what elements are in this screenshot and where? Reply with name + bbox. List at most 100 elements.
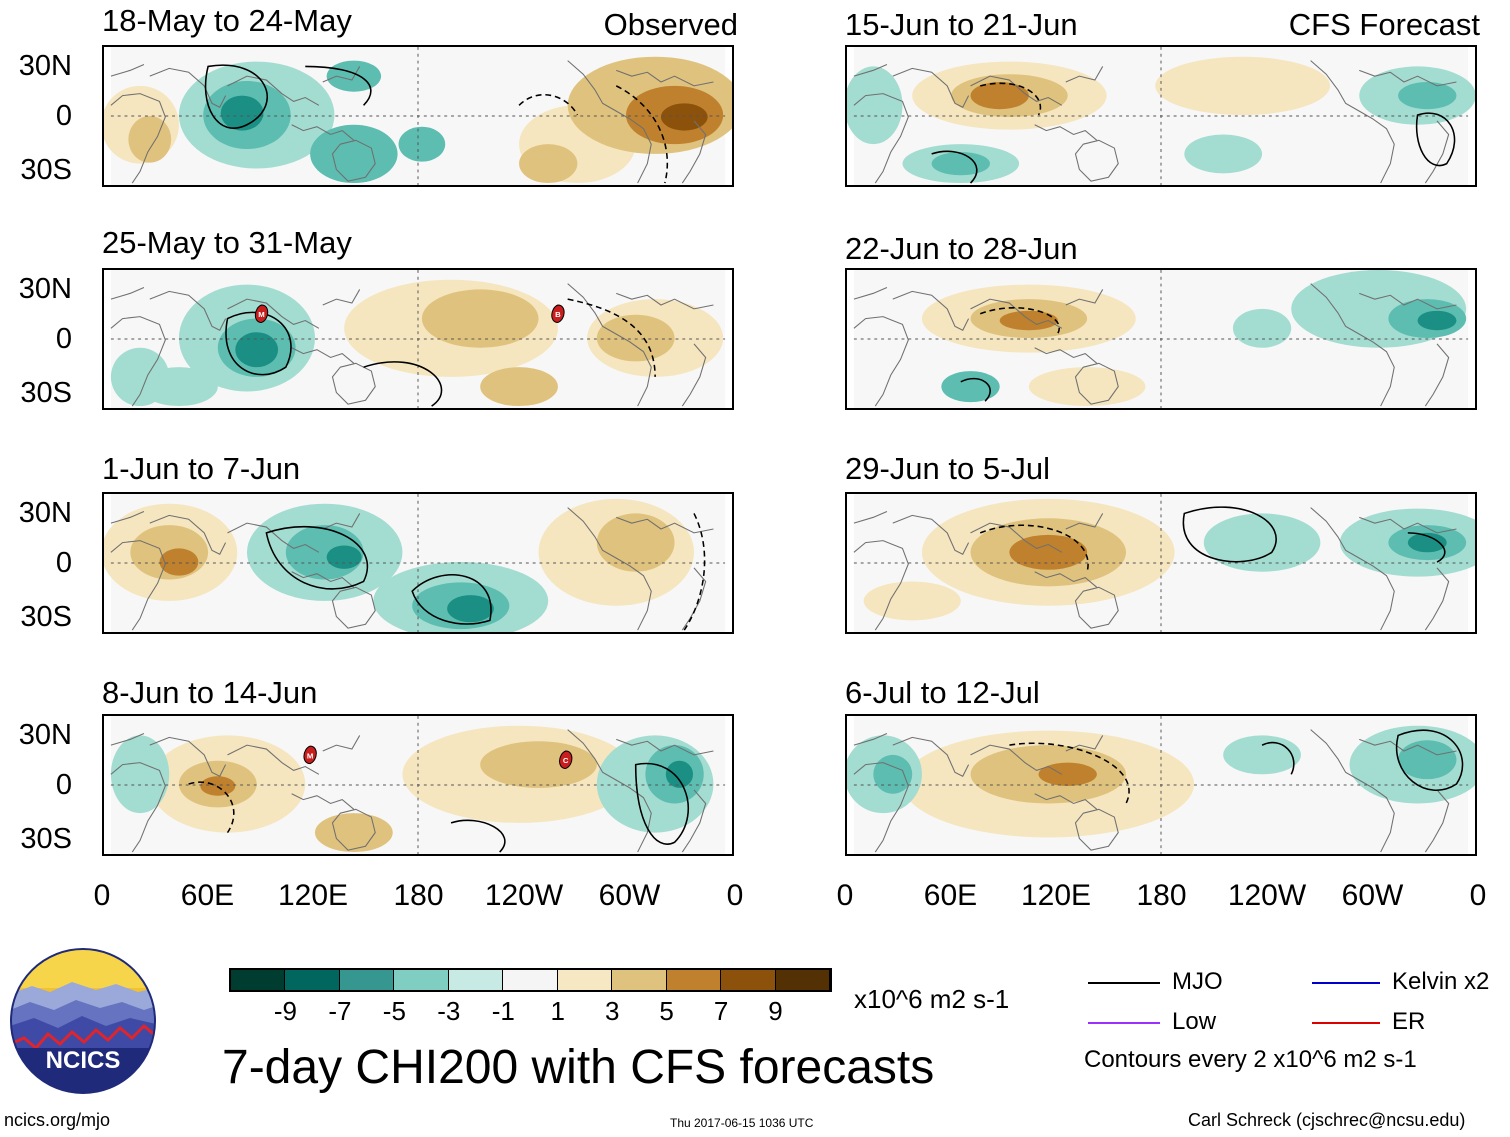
- svg-text:C: C: [563, 756, 569, 765]
- coastline: [853, 733, 888, 746]
- anomaly-shading: [1407, 532, 1447, 553]
- colorbar-tick-label: -7: [328, 996, 352, 1026]
- coastline: [110, 64, 145, 77]
- coastline: [110, 287, 145, 300]
- anomaly-shading: [847, 66, 903, 145]
- er-legend-line: [1312, 1022, 1380, 1024]
- map-obs-3: [102, 492, 734, 634]
- anomaly-shading: [220, 95, 264, 131]
- coastline: [1359, 69, 1457, 87]
- anomaly-shading: [421, 289, 539, 348]
- colorbar-tick-label: -9: [273, 996, 298, 1026]
- lon-label: 60W: [598, 879, 661, 912]
- mjo-contour-dashed: [979, 307, 1060, 334]
- coastline: [1424, 343, 1450, 407]
- coastline: [110, 733, 145, 746]
- coastline-layer: [853, 507, 1457, 631]
- coastline: [1065, 289, 1104, 306]
- mjo-contour: [634, 762, 690, 845]
- mjo-contour: [1415, 112, 1456, 167]
- coastline: [567, 729, 652, 853]
- mjo-contour: [265, 525, 369, 590]
- coastline: [1074, 586, 1119, 629]
- coastline: [970, 75, 1063, 106]
- anomaly-shading: [873, 754, 913, 794]
- coastline: [1034, 571, 1098, 588]
- mjo-contour-dashed: [615, 85, 669, 184]
- panel-title-fc-3: 29-Jun to 5-Jul: [845, 451, 1051, 486]
- anomaly-shading: [660, 103, 708, 131]
- anomaly-shading: [235, 332, 279, 368]
- map-fc-2: [845, 268, 1477, 410]
- coastline: [616, 516, 714, 534]
- lon-label: 0: [836, 879, 854, 912]
- anomaly-shading: [1038, 762, 1097, 786]
- contour-layer: [1009, 729, 1464, 804]
- coastline: [1065, 66, 1104, 83]
- lon-label: 180: [1136, 879, 1187, 912]
- coastline: [110, 316, 166, 407]
- anomaly-shading: [128, 116, 172, 163]
- mjo-contour-dashed: [188, 781, 235, 834]
- coastline: [149, 67, 227, 108]
- lat-label: 0: [55, 547, 72, 579]
- contours-note: Contours every 2 x10^6 m2 s-1: [1084, 1046, 1417, 1073]
- colorbar-tick-label: -3: [437, 996, 461, 1026]
- mjo-contour: [1407, 532, 1446, 563]
- map-fc-3: [845, 492, 1477, 634]
- colorbar-tick-label: 9: [768, 996, 783, 1026]
- panel-title-obs-3: 1-Jun to 7-Jun: [102, 451, 301, 486]
- coastline: [227, 75, 320, 106]
- anomaly-shading: [159, 548, 199, 576]
- mjo-legend-line: [1088, 982, 1160, 984]
- colorbar-segment: [339, 970, 395, 990]
- coastline: [331, 586, 376, 629]
- lat-label: 0: [55, 323, 72, 355]
- mjo-contour: [363, 361, 443, 407]
- svg-text:M: M: [307, 751, 313, 760]
- storm-marker-M: M: [303, 745, 317, 765]
- contour-layer: [960, 307, 1060, 402]
- colorbar-tick-label: 7: [713, 996, 729, 1026]
- storm-marker-M: M: [254, 304, 269, 323]
- colorbar-units: x10^6 m2 s-1: [854, 984, 1010, 1014]
- anomaly-shading: [1155, 56, 1331, 116]
- shading-layer: [847, 725, 1475, 838]
- anomaly-shading: [480, 741, 597, 788]
- coastline: [616, 738, 714, 756]
- panel-title-obs-2: 25-May to 31-May: [102, 225, 352, 260]
- anomaly-shading: [941, 371, 1000, 403]
- coastline: [1074, 808, 1119, 851]
- coastline: [331, 808, 376, 851]
- coastline: [970, 522, 1063, 553]
- coastline: [681, 789, 707, 853]
- lon-label: 120E: [1020, 879, 1092, 912]
- coastline: [291, 571, 355, 588]
- anomaly-shading: [519, 144, 578, 184]
- mjo-contour: [931, 150, 978, 184]
- lon-label: 180: [393, 879, 444, 912]
- coastline: [291, 793, 355, 810]
- svg-text:B: B: [555, 310, 561, 319]
- coastline: [227, 744, 320, 775]
- coastline: [110, 540, 166, 631]
- coastline: [853, 762, 909, 853]
- low-legend-line: [1088, 1022, 1160, 1024]
- coastline: [1359, 738, 1457, 756]
- lon-label: 0: [726, 879, 744, 912]
- coastline: [1034, 124, 1098, 141]
- coastline: [227, 298, 320, 329]
- anomaly-shading: [326, 545, 362, 569]
- anomaly-shading: [1184, 134, 1263, 174]
- coastline-layer: [853, 60, 1457, 184]
- anomaly-shading: [596, 513, 675, 572]
- lat-label: 30N: [18, 497, 72, 529]
- legend-er: ER: [1392, 1008, 1426, 1035]
- lat-label: 30S: [20, 377, 72, 409]
- coastline: [1310, 283, 1395, 407]
- main-title: 7-day CHI200 with CFS forecasts: [222, 1041, 935, 1094]
- lon-label: 60E: [923, 879, 978, 912]
- footer-url[interactable]: ncics.org/mjo: [4, 1110, 111, 1130]
- anomaly-shading: [447, 595, 494, 623]
